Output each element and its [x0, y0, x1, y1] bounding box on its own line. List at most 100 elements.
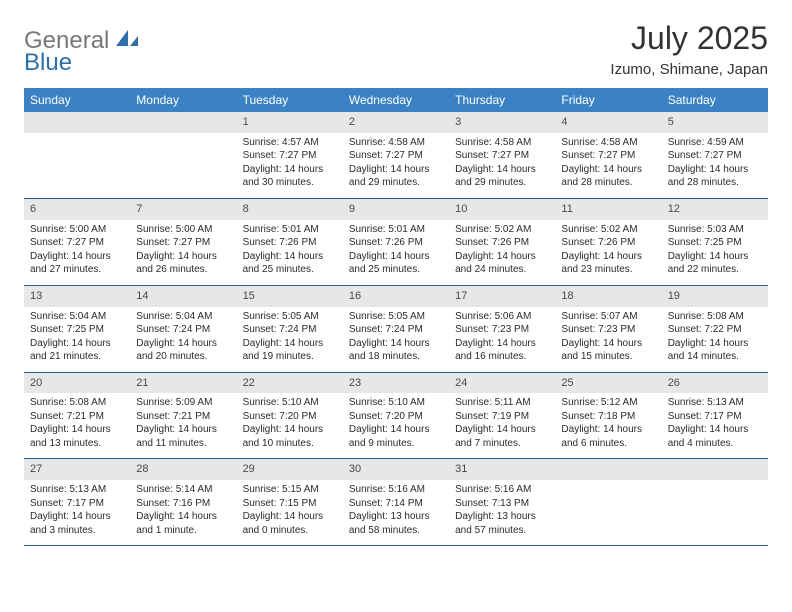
- weekday-header: Saturday: [662, 88, 768, 112]
- day-body: Sunrise: 4:58 AMSunset: 7:27 PMDaylight:…: [449, 133, 555, 198]
- day-number: 8: [237, 199, 343, 220]
- day-body: [24, 133, 130, 196]
- sunrise-text: Sunrise: 5:11 AM: [455, 396, 549, 410]
- sunset-text: Sunset: 7:17 PM: [30, 497, 124, 511]
- day-number: 1: [237, 112, 343, 133]
- calendar-day-cell: 12Sunrise: 5:03 AMSunset: 7:25 PMDayligh…: [662, 198, 768, 285]
- day-body: Sunrise: 4:59 AMSunset: 7:27 PMDaylight:…: [662, 133, 768, 198]
- day-body: Sunrise: 5:13 AMSunset: 7:17 PMDaylight:…: [24, 480, 130, 545]
- sunset-text: Sunset: 7:27 PM: [561, 149, 655, 163]
- header: General Blue July 2025 Izumo, Shimane, J…: [24, 20, 768, 78]
- day-body: Sunrise: 5:01 AMSunset: 7:26 PMDaylight:…: [237, 220, 343, 285]
- daylight-text: Daylight: 14 hours and 0 minutes.: [243, 510, 337, 537]
- sunrise-text: Sunrise: 5:06 AM: [455, 310, 549, 324]
- calendar-day-cell: [555, 459, 661, 546]
- calendar-day-cell: [662, 459, 768, 546]
- brand-logo: General Blue: [24, 20, 140, 75]
- sunset-text: Sunset: 7:24 PM: [349, 323, 443, 337]
- day-number: 18: [555, 286, 661, 307]
- daylight-text: Daylight: 14 hours and 30 minutes.: [243, 163, 337, 190]
- sunrise-text: Sunrise: 5:15 AM: [243, 483, 337, 497]
- day-number: 25: [555, 373, 661, 394]
- day-number: 12: [662, 199, 768, 220]
- sunset-text: Sunset: 7:27 PM: [455, 149, 549, 163]
- calendar-day-cell: 28Sunrise: 5:14 AMSunset: 7:16 PMDayligh…: [130, 459, 236, 546]
- day-body: [662, 480, 768, 543]
- day-number: 27: [24, 459, 130, 480]
- sunrise-text: Sunrise: 5:02 AM: [561, 223, 655, 237]
- sunset-text: Sunset: 7:27 PM: [349, 149, 443, 163]
- day-number: 23: [343, 373, 449, 394]
- weekday-header: Sunday: [24, 88, 130, 112]
- weekday-header: Thursday: [449, 88, 555, 112]
- sunrise-text: Sunrise: 4:58 AM: [349, 136, 443, 150]
- sunrise-text: Sunrise: 5:03 AM: [668, 223, 762, 237]
- day-body: Sunrise: 5:10 AMSunset: 7:20 PMDaylight:…: [237, 393, 343, 458]
- weekday-header: Monday: [130, 88, 236, 112]
- calendar-day-cell: 1Sunrise: 4:57 AMSunset: 7:27 PMDaylight…: [237, 112, 343, 198]
- sunset-text: Sunset: 7:23 PM: [455, 323, 549, 337]
- sunset-text: Sunset: 7:23 PM: [561, 323, 655, 337]
- daylight-text: Daylight: 14 hours and 26 minutes.: [136, 250, 230, 277]
- day-body: Sunrise: 5:00 AMSunset: 7:27 PMDaylight:…: [130, 220, 236, 285]
- calendar-day-cell: 9Sunrise: 5:01 AMSunset: 7:26 PMDaylight…: [343, 198, 449, 285]
- weekday-row: Sunday Monday Tuesday Wednesday Thursday…: [24, 88, 768, 112]
- day-number: 16: [343, 286, 449, 307]
- calendar-week-row: 20Sunrise: 5:08 AMSunset: 7:21 PMDayligh…: [24, 372, 768, 459]
- day-body: Sunrise: 5:05 AMSunset: 7:24 PMDaylight:…: [343, 307, 449, 372]
- sunrise-text: Sunrise: 4:58 AM: [455, 136, 549, 150]
- calendar-day-cell: 13Sunrise: 5:04 AMSunset: 7:25 PMDayligh…: [24, 285, 130, 372]
- sunset-text: Sunset: 7:21 PM: [136, 410, 230, 424]
- sunrise-text: Sunrise: 5:08 AM: [668, 310, 762, 324]
- calendar-week-row: 6Sunrise: 5:00 AMSunset: 7:27 PMDaylight…: [24, 198, 768, 285]
- weekday-header: Tuesday: [237, 88, 343, 112]
- sunrise-text: Sunrise: 5:00 AM: [30, 223, 124, 237]
- sunset-text: Sunset: 7:25 PM: [30, 323, 124, 337]
- calendar-page: General Blue July 2025 Izumo, Shimane, J…: [0, 0, 792, 566]
- sunrise-text: Sunrise: 5:16 AM: [349, 483, 443, 497]
- sunset-text: Sunset: 7:26 PM: [561, 236, 655, 250]
- day-body: Sunrise: 5:13 AMSunset: 7:17 PMDaylight:…: [662, 393, 768, 458]
- day-number: [662, 459, 768, 480]
- location-subtitle: Izumo, Shimane, Japan: [610, 61, 768, 78]
- calendar-day-cell: [130, 112, 236, 198]
- daylight-text: Daylight: 14 hours and 16 minutes.: [455, 337, 549, 364]
- daylight-text: Daylight: 14 hours and 29 minutes.: [349, 163, 443, 190]
- day-number: 10: [449, 199, 555, 220]
- day-body: Sunrise: 5:14 AMSunset: 7:16 PMDaylight:…: [130, 480, 236, 545]
- day-body: Sunrise: 5:08 AMSunset: 7:22 PMDaylight:…: [662, 307, 768, 372]
- day-number: 11: [555, 199, 661, 220]
- day-number: 30: [343, 459, 449, 480]
- brand-word-2: Blue: [24, 51, 140, 75]
- brand-text: General Blue: [24, 28, 140, 75]
- day-number: 5: [662, 112, 768, 133]
- day-body: Sunrise: 5:04 AMSunset: 7:25 PMDaylight:…: [24, 307, 130, 372]
- calendar-day-cell: 3Sunrise: 4:58 AMSunset: 7:27 PMDaylight…: [449, 112, 555, 198]
- daylight-text: Daylight: 14 hours and 29 minutes.: [455, 163, 549, 190]
- daylight-text: Daylight: 14 hours and 24 minutes.: [455, 250, 549, 277]
- sunrise-text: Sunrise: 5:01 AM: [349, 223, 443, 237]
- sunrise-text: Sunrise: 5:16 AM: [455, 483, 549, 497]
- day-number: 9: [343, 199, 449, 220]
- sunset-text: Sunset: 7:22 PM: [668, 323, 762, 337]
- sunrise-text: Sunrise: 5:10 AM: [243, 396, 337, 410]
- sunrise-text: Sunrise: 5:00 AM: [136, 223, 230, 237]
- daylight-text: Daylight: 14 hours and 19 minutes.: [243, 337, 337, 364]
- sunrise-text: Sunrise: 5:05 AM: [349, 310, 443, 324]
- sunset-text: Sunset: 7:21 PM: [30, 410, 124, 424]
- calendar-day-cell: 19Sunrise: 5:08 AMSunset: 7:22 PMDayligh…: [662, 285, 768, 372]
- calendar-day-cell: 2Sunrise: 4:58 AMSunset: 7:27 PMDaylight…: [343, 112, 449, 198]
- day-body: Sunrise: 5:16 AMSunset: 7:13 PMDaylight:…: [449, 480, 555, 545]
- calendar-day-cell: 15Sunrise: 5:05 AMSunset: 7:24 PMDayligh…: [237, 285, 343, 372]
- daylight-text: Daylight: 14 hours and 28 minutes.: [561, 163, 655, 190]
- daylight-text: Daylight: 14 hours and 9 minutes.: [349, 423, 443, 450]
- sunset-text: Sunset: 7:24 PM: [243, 323, 337, 337]
- sunset-text: Sunset: 7:27 PM: [30, 236, 124, 250]
- calendar-day-cell: 18Sunrise: 5:07 AMSunset: 7:23 PMDayligh…: [555, 285, 661, 372]
- calendar-day-cell: [24, 112, 130, 198]
- daylight-text: Daylight: 14 hours and 13 minutes.: [30, 423, 124, 450]
- sunrise-text: Sunrise: 5:01 AM: [243, 223, 337, 237]
- sail-icon: [114, 28, 140, 50]
- day-body: Sunrise: 5:03 AMSunset: 7:25 PMDaylight:…: [662, 220, 768, 285]
- calendar-day-cell: 11Sunrise: 5:02 AMSunset: 7:26 PMDayligh…: [555, 198, 661, 285]
